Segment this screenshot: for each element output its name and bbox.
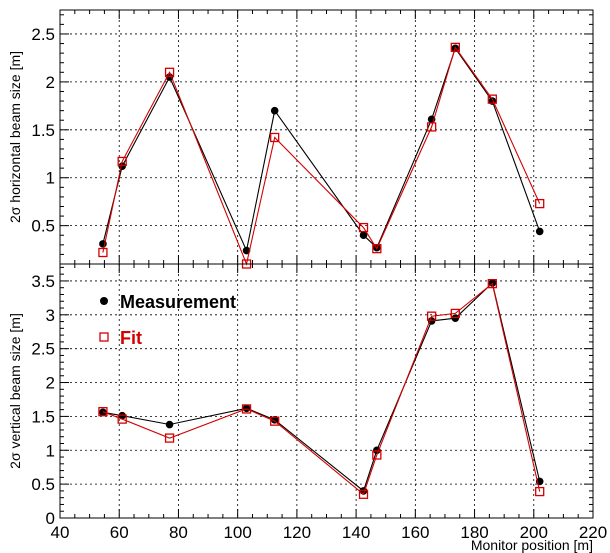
data-point bbox=[450, 308, 460, 319]
data-point bbox=[117, 414, 127, 424]
data-point bbox=[164, 433, 175, 443]
data-point bbox=[426, 311, 437, 321]
data-point bbox=[487, 94, 497, 104]
data-point bbox=[270, 416, 280, 426]
y-tick-label: 1.5 bbox=[31, 407, 55, 426]
data-point bbox=[165, 420, 174, 429]
data-point bbox=[270, 132, 280, 143]
x-tick-label: 220 bbox=[579, 523, 607, 542]
x-tick-label: 180 bbox=[460, 523, 488, 542]
series-line bbox=[102, 282, 541, 496]
y-tick-label: 2 bbox=[46, 73, 55, 92]
data-point bbox=[535, 198, 545, 209]
panel-vertical: 0 0.5 1 1.5 2 2.5 3 3.5 40 60 80 100 120 140 160 180 200… bbox=[7, 263, 607, 553]
data-point bbox=[373, 446, 381, 455]
data-point bbox=[359, 231, 368, 240]
data-point bbox=[242, 404, 251, 413]
panel-horizontal: 0.5 1 1.5 2 2.5 2σ horizontal beam size [m] bbox=[7, 9, 594, 269]
x-tick-label: 140 bbox=[342, 523, 370, 542]
data-point bbox=[450, 42, 460, 53]
data-point bbox=[99, 408, 107, 417]
x-axis-label: Monitor position [m] bbox=[471, 537, 593, 553]
data-point bbox=[98, 407, 108, 417]
series-fit bbox=[98, 42, 545, 269]
y-axis-label: 2σ vertical beam size [m] bbox=[7, 313, 23, 469]
legend: Measurement Fit bbox=[99, 292, 236, 348]
data-point bbox=[372, 450, 382, 460]
data-point bbox=[270, 106, 279, 115]
x-tick-label: 40 bbox=[51, 523, 70, 542]
series-fit bbox=[98, 278, 545, 499]
x-tick-label: 60 bbox=[110, 523, 129, 542]
data-point bbox=[426, 122, 437, 132]
legend-marker bbox=[100, 297, 108, 305]
y-tick-label: 0 bbox=[46, 509, 55, 528]
y-tick-label: 2.5 bbox=[31, 340, 55, 359]
data-point bbox=[535, 486, 545, 497]
y-tick-label: 1 bbox=[46, 169, 55, 188]
data-point bbox=[98, 247, 108, 258]
series-measurement bbox=[99, 279, 544, 495]
data-point bbox=[427, 317, 436, 325]
data-point bbox=[372, 244, 382, 254]
data-point bbox=[451, 314, 460, 322]
data-point bbox=[242, 246, 251, 255]
legend-marker bbox=[99, 332, 109, 342]
y-axis-label: 2σ horizontal beam size [m] bbox=[7, 51, 23, 223]
legend-label: Fit bbox=[120, 328, 142, 348]
y-tick-label: 3 bbox=[46, 306, 55, 325]
data-point bbox=[487, 278, 497, 289]
y-tick-label: 0.5 bbox=[31, 217, 55, 236]
data-point bbox=[270, 415, 279, 424]
x-tick-label: 160 bbox=[401, 523, 429, 542]
y-tick-label: 1 bbox=[46, 441, 55, 460]
x-tick-label: 200 bbox=[520, 523, 548, 542]
data-point bbox=[164, 67, 175, 77]
y-tick-label: 2.5 bbox=[31, 25, 55, 44]
data-point bbox=[117, 156, 127, 167]
y-tick-label: 0.5 bbox=[31, 475, 55, 494]
y-tick-label: 3.5 bbox=[31, 272, 55, 291]
x-tick-label: 120 bbox=[283, 523, 311, 542]
data-point bbox=[535, 227, 544, 236]
data-point bbox=[358, 489, 369, 499]
y-tick-label: 1.5 bbox=[31, 121, 55, 140]
data-point bbox=[358, 222, 369, 233]
x-tick-label: 100 bbox=[223, 523, 251, 542]
data-point bbox=[241, 404, 252, 414]
y-tick-label: 2 bbox=[46, 374, 55, 393]
series-line bbox=[102, 46, 541, 266]
legend-label: Measurement bbox=[120, 292, 236, 312]
x-tick-label: 80 bbox=[169, 523, 188, 542]
